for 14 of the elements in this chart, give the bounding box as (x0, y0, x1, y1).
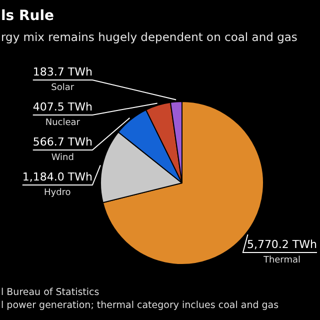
text: l power generation; thermal category inclues coal and gas (1, 299, 279, 312)
data-label: 183.7 TWh (32, 65, 92, 78)
slice-label: Solar (51, 82, 74, 93)
slice-label: Thermal (262, 255, 301, 266)
slice-label: Hydro (44, 188, 72, 198)
text: l Bureau of Statistics (1, 286, 100, 299)
data-label: 407.5 TWh (32, 100, 92, 114)
data-label: 566.7 TWh (32, 135, 92, 148)
chart-subtitle: rgy mix remains hugely dependent on coal and gas (1, 30, 298, 44)
slice-label: Nuclear (45, 118, 80, 128)
chart-title: ls Rule (1, 8, 54, 24)
data-label: 1,184.0 TWh (22, 170, 92, 184)
data-label: 5,770.2 TWh (246, 238, 318, 251)
slice-label: Wind (51, 152, 74, 163)
